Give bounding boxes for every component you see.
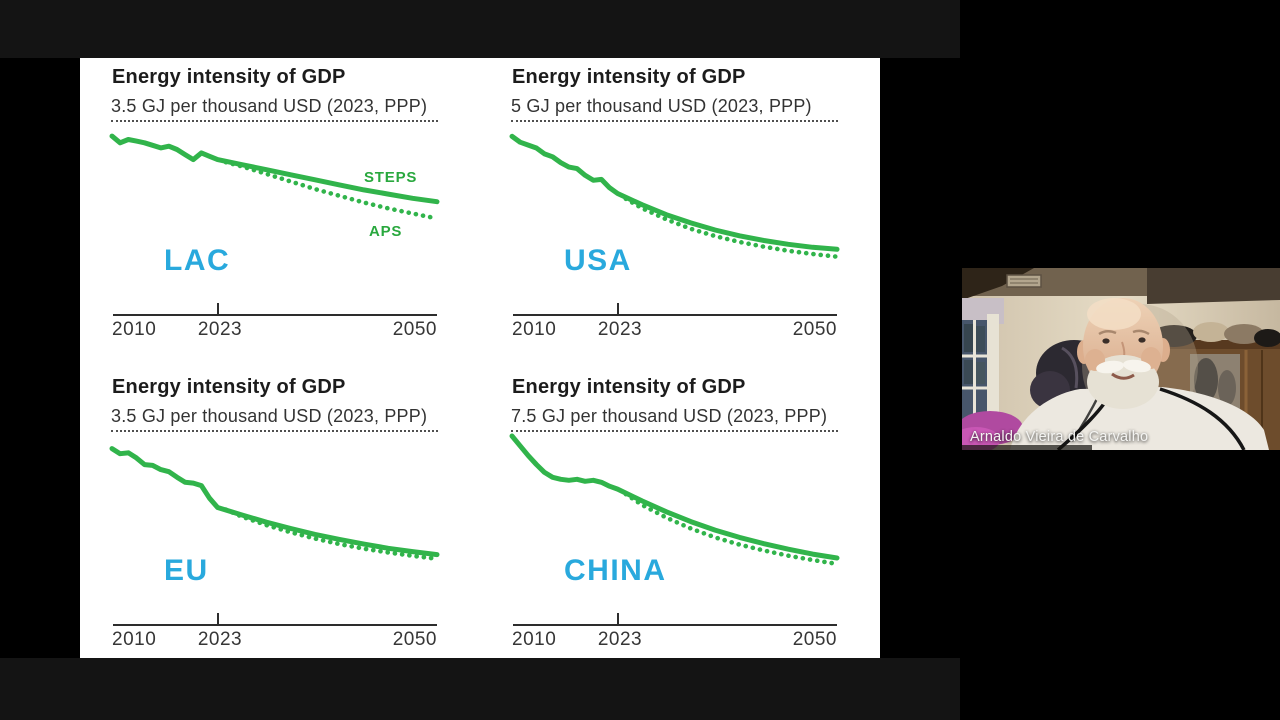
scenario-label-steps: STEPS [364, 169, 418, 186]
dotted-separator [511, 430, 838, 432]
x-axis-line [513, 624, 837, 626]
x-axis-label-2050: 2050 [392, 319, 437, 340]
x-axis-label-2010: 2010 [112, 319, 157, 340]
x-axis-label-2010: 2010 [112, 629, 157, 650]
region-label: EU [164, 554, 209, 587]
participant-video-tile[interactable]: Arnaldo Vieira de Carvalho [962, 268, 1280, 450]
mustache [1096, 360, 1124, 374]
line-chart-usa [509, 133, 840, 259]
aps-line [623, 196, 840, 259]
chart-subtitle: 3.5 GJ per thousand USD (2023, PPP) [111, 96, 428, 116]
screen-share-area: Energy intensity of GDP 3.5 GJ per thous… [0, 0, 960, 720]
x-axis-line [113, 314, 437, 316]
x-axis-label-2050: 2050 [792, 319, 837, 340]
x-axis-line [113, 624, 437, 626]
chart-panel-china: Energy intensity of GDP 7.5 GJ per thous… [480, 368, 880, 668]
participant-name-label: Arnaldo Vieira de Carvalho [970, 429, 1149, 445]
region-label: USA [564, 244, 632, 277]
aps-line [223, 507, 440, 562]
x-axis-tick-2023 [617, 613, 619, 624]
chart-title: Energy intensity of GDP [512, 376, 746, 398]
ceiling-vent [1006, 274, 1042, 288]
x-axis-label-2023: 2023 [597, 319, 643, 340]
x-axis-label-2023: 2023 [597, 629, 643, 650]
dotted-separator [111, 120, 438, 122]
scenario-label-aps: APS [369, 223, 403, 240]
chart-subtitle: 3.5 GJ per thousand USD (2023, PPP) [111, 406, 428, 426]
chart-panel-usa: Energy intensity of GDP 5 GJ per thousan… [480, 58, 880, 358]
x-axis-label-2010: 2010 [512, 629, 557, 650]
chart-subtitle: 5 GJ per thousand USD (2023, PPP) [511, 96, 812, 116]
eye [1102, 338, 1110, 344]
chart-panel-lac: Energy intensity of GDP 3.5 GJ per thous… [80, 58, 480, 358]
window-frame [987, 314, 999, 424]
chart-title: Energy intensity of GDP [112, 376, 346, 398]
x-axis-label-2050: 2050 [392, 629, 437, 650]
mustache [1123, 359, 1151, 373]
webcam-video [962, 268, 1280, 450]
chart-title: Energy intensity of GDP [512, 66, 746, 88]
eye [1138, 337, 1146, 343]
line-chart-china [509, 433, 840, 567]
region-label: CHINA [564, 554, 667, 587]
x-axis-label-2010: 2010 [512, 319, 557, 340]
line-chart-lac [109, 133, 440, 221]
presentation-slide: Energy intensity of GDP 3.5 GJ per thous… [80, 58, 880, 658]
x-axis-label-2050: 2050 [792, 629, 837, 650]
line-chart-eu [109, 446, 440, 562]
steps-line [509, 133, 840, 252]
share-letterbox-bottom [0, 658, 960, 720]
eyebrow [1098, 330, 1117, 336]
steps-line [109, 133, 440, 205]
region-label: LAC [164, 244, 231, 277]
shirt-piping [1159, 387, 1246, 450]
chart-panel-eu: Energy intensity of GDP 3.5 GJ per thous… [80, 368, 480, 668]
x-axis-tick-2023 [217, 613, 219, 624]
x-axis-line [513, 314, 837, 316]
share-letterbox-top [0, 0, 960, 58]
dotted-separator [511, 120, 838, 122]
steps-line [109, 446, 440, 558]
dotted-separator [111, 430, 438, 432]
steps-line [509, 433, 840, 561]
x-axis-tick-2023 [217, 303, 219, 314]
chart-title: Energy intensity of GDP [112, 66, 346, 88]
mouth [1111, 372, 1135, 380]
x-axis-label-2023: 2023 [197, 629, 243, 650]
aps-line [223, 159, 440, 221]
chart-subtitle: 7.5 GJ per thousand USD (2023, PPP) [511, 406, 828, 426]
x-axis-label-2023: 2023 [197, 319, 243, 340]
x-axis-tick-2023 [617, 303, 619, 314]
eyebrow [1132, 329, 1150, 336]
